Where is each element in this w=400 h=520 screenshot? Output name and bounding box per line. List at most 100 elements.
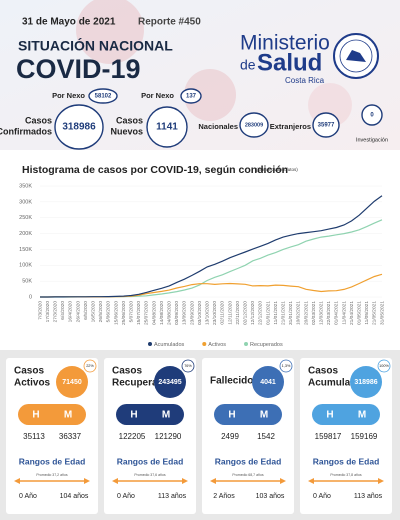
x-tick-label: 22/11/2020	[235, 301, 241, 325]
stat-shape	[180, 88, 202, 104]
legend-label: Acumulados	[154, 342, 185, 348]
card-value-circle	[56, 366, 88, 398]
men-label: H	[32, 410, 39, 421]
stat-label: Por Nexo	[52, 91, 85, 100]
age-title: Rangos de Edad	[313, 456, 380, 466]
sex-pill	[18, 404, 86, 425]
subtitle: COVID-19	[16, 54, 141, 84]
y-tick-label: 0	[29, 294, 32, 300]
y-tick-label: 250K	[19, 215, 32, 221]
chart-background	[0, 150, 400, 350]
card-value: 4041	[260, 379, 276, 386]
logo-line2: Salud	[257, 49, 322, 76]
card-badge	[279, 359, 293, 373]
x-tick-label: 11/04/2021	[341, 301, 347, 325]
stat-label: Investigación	[356, 137, 388, 143]
stat-shape	[146, 106, 188, 148]
card-title: Casos	[14, 366, 44, 377]
x-tick-label: 12/03/2021	[318, 301, 324, 325]
card-value-circle	[252, 366, 284, 398]
x-tick-label: 13/09/2020	[182, 301, 188, 325]
age-min: 0 Año	[19, 493, 37, 500]
stat-value: 1141	[156, 122, 178, 133]
date: 31 de Mayo de 2021	[22, 17, 116, 28]
stat-label: Casos	[116, 115, 143, 125]
age-mean: Promedio 37,8 años	[330, 473, 362, 477]
age-max: 113 años	[354, 493, 383, 500]
age-title: Rangos de Edad	[215, 456, 282, 466]
card-value-circle	[350, 366, 382, 398]
x-tick-label: 31/01/2021	[288, 301, 294, 325]
x-tick-label: 23/10/2020	[212, 301, 218, 325]
stat-shape	[239, 112, 269, 138]
men-count: 35113	[23, 432, 45, 441]
card-title: Acumulados	[308, 378, 368, 389]
x-tick-label: 15/07/2020	[136, 301, 142, 325]
women-count: 159169	[351, 432, 378, 441]
x-tick-label: 01/01/2021	[265, 301, 271, 325]
age-title: Rangos de Edad	[117, 456, 184, 466]
y-tick-label: 50K	[22, 279, 32, 285]
stat-value: 283009	[245, 122, 263, 128]
card-value: 71450	[62, 379, 82, 386]
card-badge	[181, 359, 195, 373]
stat-shape	[361, 104, 383, 126]
age-min: 2 Años	[213, 493, 235, 500]
title: SITUACIÓN NACIONAL	[18, 37, 173, 54]
x-tick-label: 03/10/2020	[197, 301, 203, 325]
card-value: 243495	[158, 379, 181, 386]
stat-label: Nuevos	[110, 126, 143, 136]
card-title: Casos	[112, 366, 142, 377]
x-tick-label: 25/07/2020	[144, 301, 150, 325]
sex-pill	[116, 404, 184, 425]
x-tick-label: 13/10/2020	[204, 301, 210, 325]
x-tick-label: 5/07/2020	[128, 301, 134, 323]
card-percent: 22%	[86, 364, 94, 368]
stat-label: Por Nexo	[141, 91, 174, 100]
x-tick-label: 20/02/2021	[303, 301, 309, 325]
card-percent: 76%	[184, 364, 192, 368]
line-series	[40, 195, 383, 298]
virus-decoration	[184, 69, 236, 121]
age-min: 0 Año	[117, 493, 135, 500]
card-value-circle	[154, 366, 186, 398]
x-tick-label: 27/3/2020	[52, 301, 58, 323]
x-tick-label: 10/02/2021	[296, 301, 302, 325]
women-count: 36337	[59, 432, 82, 441]
y-tick-label: 300K	[19, 199, 32, 205]
x-tick-label: 26/4/2020	[75, 301, 81, 323]
women-count: 121290	[155, 432, 182, 441]
x-tick-label: 15/06/2020	[113, 301, 119, 325]
x-tick-label: 6/5/2020	[83, 301, 89, 320]
x-tick-label: 26/5/2020	[98, 301, 104, 323]
logo-line1: Ministerio	[240, 32, 330, 55]
x-tick-label: 5/06/2020	[106, 301, 112, 323]
x-tick-label: 16/5/2020	[90, 301, 96, 323]
men-label: H	[130, 410, 137, 421]
stat-value: 35977	[318, 123, 335, 129]
chart-subtitle: (Números absolutos)	[256, 167, 298, 172]
age-mean: Promedio 37,6 años	[134, 473, 166, 477]
card-badge	[377, 359, 391, 373]
seal-ring	[339, 39, 373, 73]
x-tick-label: 7/3/2020	[37, 301, 43, 320]
age-max: 104 años	[60, 493, 89, 500]
women-label: M	[162, 410, 170, 421]
logo-de: de	[240, 57, 256, 73]
card-title: Casos	[308, 366, 338, 377]
legend-marker	[202, 342, 207, 346]
chart-title: Histograma de casos por COVID-19, según …	[22, 164, 288, 176]
y-tick-label: 200K	[19, 231, 32, 237]
x-tick-label: 02/12/2020	[242, 301, 248, 325]
card-title: Recuperados	[112, 378, 176, 389]
x-tick-label: 12/12/2020	[250, 301, 256, 325]
virus-decoration	[76, 0, 144, 64]
card-title: Fallecidos	[210, 376, 259, 387]
women-label: M	[260, 410, 268, 421]
stat-label: Nacionales	[198, 122, 238, 131]
stat-shape	[312, 112, 340, 138]
men-count: 122205	[119, 432, 146, 441]
age-title: Rangos de Edad	[19, 456, 86, 466]
sex-pill	[312, 404, 380, 425]
women-label: M	[358, 410, 366, 421]
